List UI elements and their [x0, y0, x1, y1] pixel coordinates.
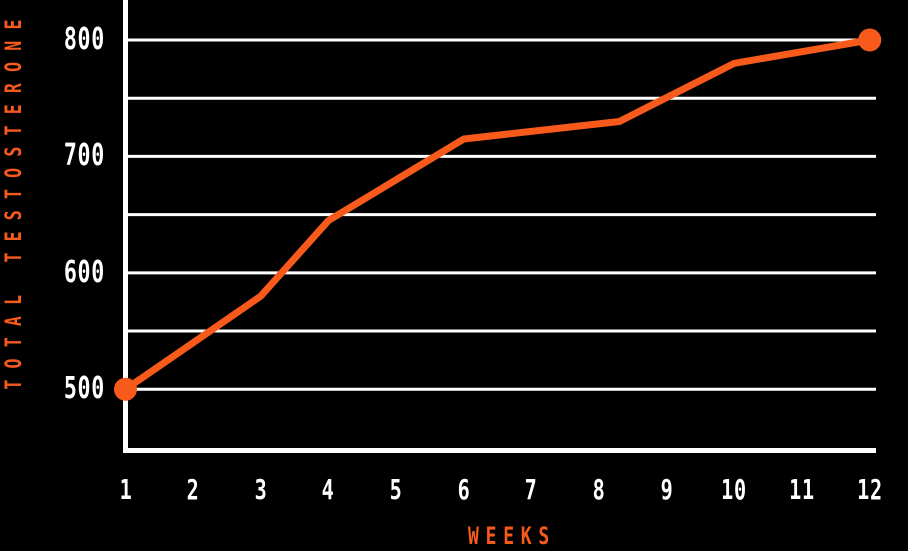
x-tick-label: 12 [856, 473, 883, 506]
x-tick-label: 7 [525, 473, 538, 506]
x-tick-label: 11 [789, 473, 815, 506]
y-tick-label: 500 [63, 371, 105, 407]
x-tick-label: 10 [721, 473, 748, 506]
x-tick-label: 2 [186, 473, 200, 506]
testosterone-trend-line [123, 36, 871, 393]
y-tick-label: 800 [63, 22, 105, 57]
y-axis-title: TOTAL TESTOSTERONE [2, 8, 27, 390]
start-data-point [114, 377, 137, 401]
x-tick-label: 3 [254, 473, 268, 506]
x-axis-title: WEEKS [468, 522, 556, 550]
x-tick-label: 9 [660, 473, 674, 506]
x-tick-label: 4 [322, 473, 335, 506]
y-tick-label: 600 [63, 254, 105, 290]
x-tick-label: 8 [592, 473, 606, 506]
y-tick-label: 700 [63, 138, 105, 174]
x-tick-label: 1 [119, 473, 132, 506]
x-tick-label: 5 [389, 473, 403, 506]
x-tick-label: 6 [457, 473, 471, 506]
end-data-point [858, 28, 882, 52]
